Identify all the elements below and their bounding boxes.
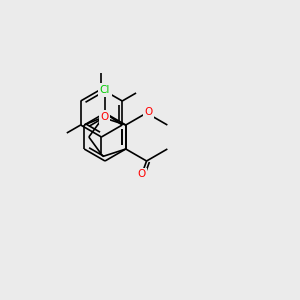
Text: Cl: Cl: [100, 85, 110, 95]
Text: O: O: [138, 169, 146, 179]
Text: O: O: [144, 107, 153, 117]
Text: O: O: [100, 112, 108, 122]
